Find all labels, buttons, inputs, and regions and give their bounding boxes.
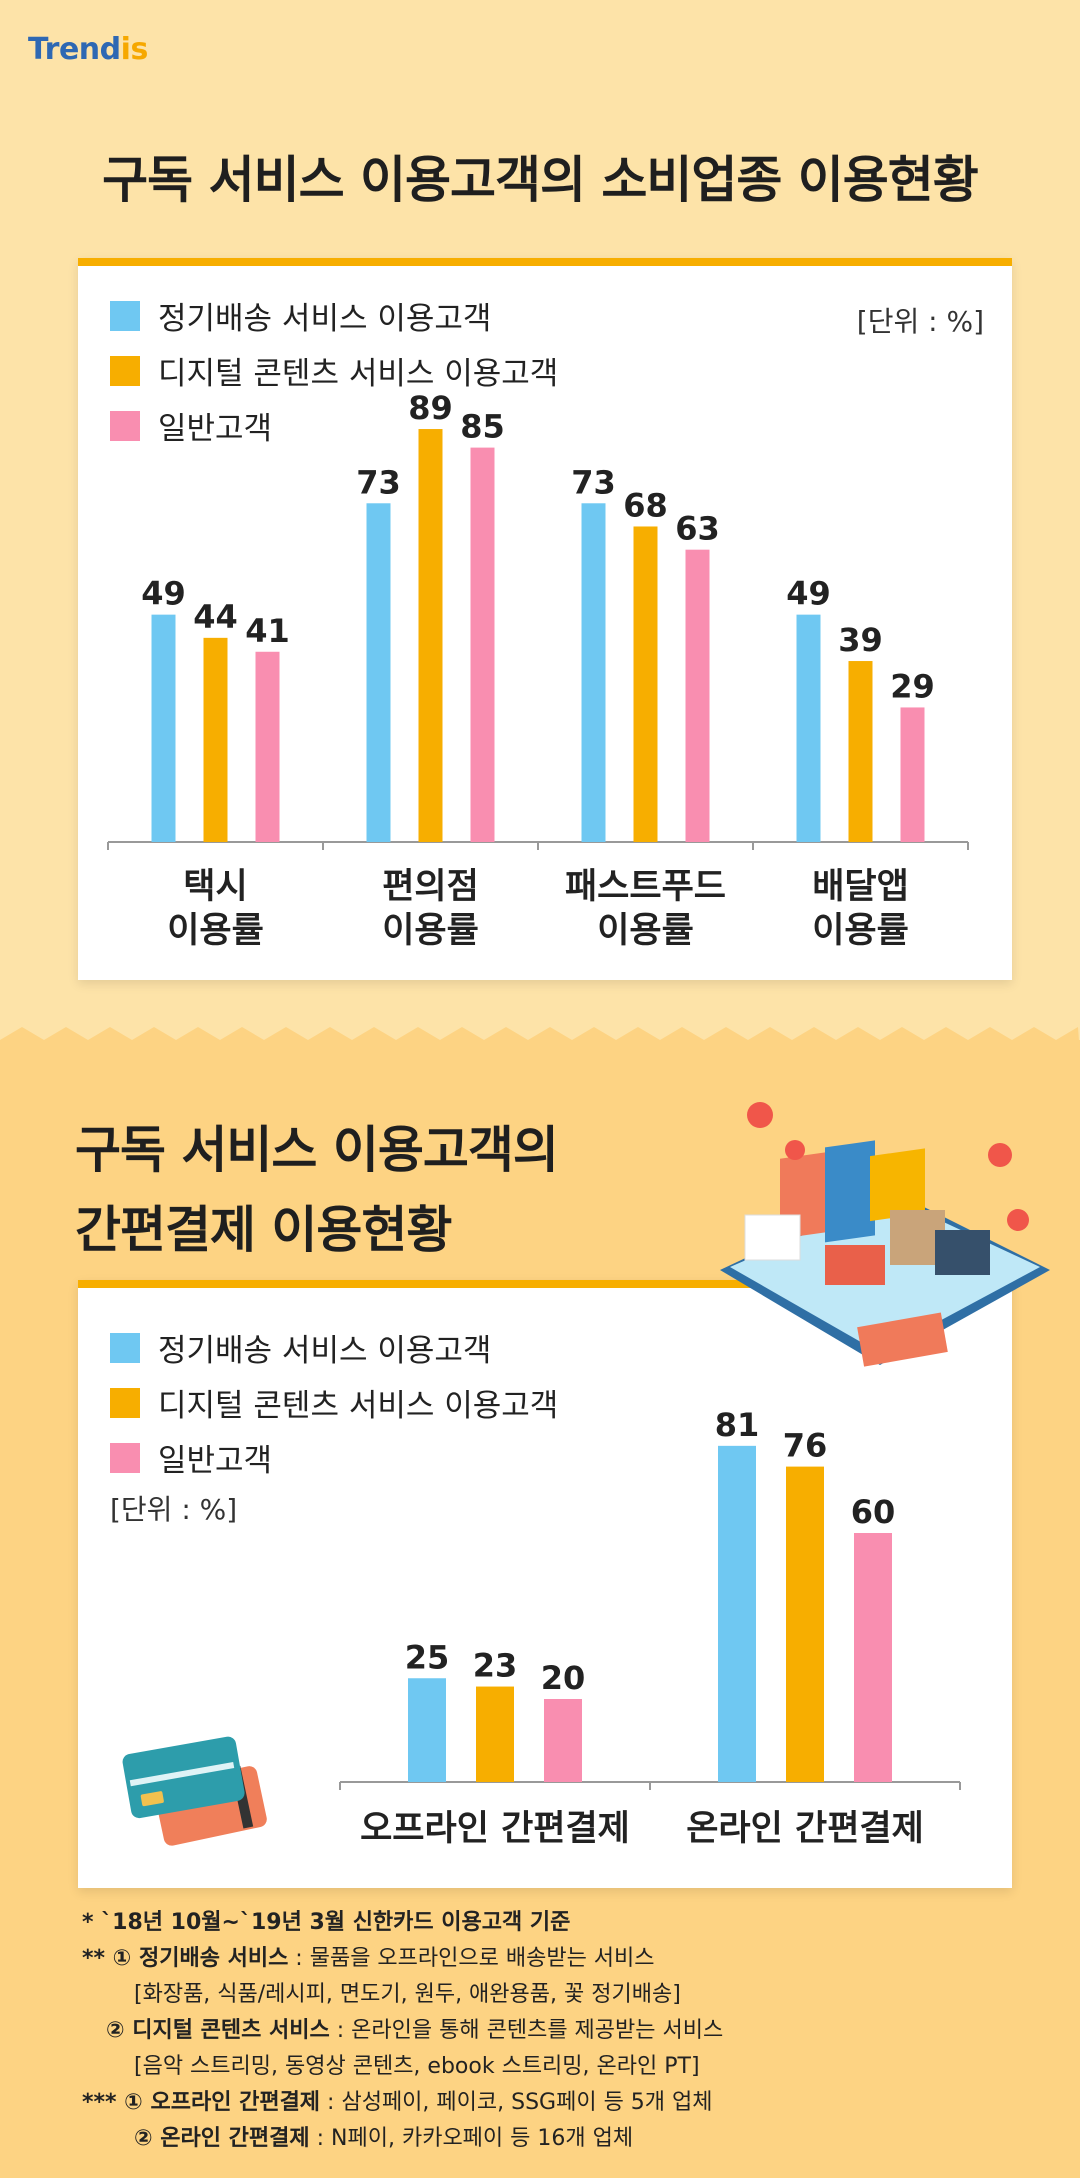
chart1-unit: [단위 : %] (856, 305, 984, 338)
data-label: 41 (245, 612, 290, 650)
bar-0-0 (151, 614, 176, 842)
legend-swatch-blue (110, 300, 140, 331)
legend-swatch-blue (110, 1332, 140, 1363)
chart1-card: 정기배송 서비스 이용고객 디지털 콘텐츠 서비스 이용고객 일반고객 [단위 … (78, 258, 1012, 980)
bar-2-2 (685, 549, 710, 842)
data-label: 76 (783, 1427, 828, 1465)
legend-item-general: 일반고객 (110, 398, 558, 453)
bar-1-3 (848, 661, 873, 842)
bar-0-1 (718, 1445, 756, 1782)
zigzag-divider (0, 1027, 1080, 1055)
legend-swatch-pink (110, 410, 140, 441)
bar-1-2 (633, 526, 658, 842)
chart1-legend: 정기배송 서비스 이용고객 디지털 콘텐츠 서비스 이용고객 일반고객 (110, 288, 558, 453)
chart2-legend: 정기배송 서비스 이용고객 디지털 콘텐츠 서비스 이용고객 일반고객 (110, 1320, 558, 1485)
bar-1-0 (203, 637, 228, 842)
data-label: 73 (356, 463, 401, 501)
chart2-unit: [단위 : %] (110, 1493, 238, 1526)
bar-1-1 (786, 1466, 824, 1782)
category-label: 온라인 간편결제 (686, 1809, 924, 1849)
footnotes: * `18년 10월~`19년 3월 신한카드 이용고객 기준 ** ① 정기배… (82, 1905, 723, 2157)
data-label: 89 (408, 389, 453, 427)
legend-swatch-orange (110, 355, 140, 386)
legend-item-digital: 디지털 콘텐츠 서비스 이용고객 (110, 343, 558, 398)
footnote-3-detail: [음악 스트리밍, 동영상 콘텐츠, ebook 스트리밍, 온라인 PT] (134, 2054, 700, 2079)
bar-0-3 (796, 614, 821, 842)
data-label: 23 (473, 1647, 518, 1685)
footnote-3: ② 디지털 콘텐츠 서비스 : 온라인을 통해 콘텐츠를 제공받는 서비스 (106, 2018, 724, 2043)
bar-1-1 (418, 429, 443, 842)
data-label: 63 (675, 510, 720, 548)
category-label: 배달앱 (812, 867, 909, 907)
data-label: 60 (851, 1493, 896, 1531)
legend-item-digital: 디지털 콘텐츠 서비스 이용고객 (110, 1375, 558, 1430)
bar-0-2 (581, 503, 606, 842)
category-label: 택시 (183, 867, 247, 907)
footnote-2: ** ① 정기배송 서비스 : 물품을 오프라인으로 배송받는 서비스 (82, 1946, 655, 1971)
shopping-phone-illustration (720, 1102, 1050, 1367)
bar-2-3 (900, 707, 925, 842)
data-label: 73 (571, 463, 616, 501)
section2-title-line2: 간편결제 이용현황 (75, 1201, 452, 1259)
bar-0-1 (366, 503, 391, 842)
category-label: 편의점 (382, 867, 479, 907)
footnote-1: * `18년 10월~`19년 3월 신한카드 이용고객 기준 (82, 1910, 571, 1935)
data-label: 25 (405, 1638, 450, 1676)
legend-item-delivery: 정기배송 서비스 이용고객 (110, 288, 558, 343)
footnote-2-detail: [화장품, 식품/레시피, 면도기, 원두, 애완용품, 꽃 정기배송] (134, 1982, 681, 2007)
data-label: 49 (786, 575, 831, 613)
bar-1-0 (476, 1686, 514, 1782)
bar-2-0 (544, 1699, 582, 1782)
category-label: 이용률 (167, 911, 264, 951)
bar-0-0 (408, 1678, 446, 1782)
section2-title: 구독 서비스 이용고객의 간편결제 이용현황 (75, 1110, 559, 1270)
section1-title: 구독 서비스 이용고객의 소비업종 이용현황 (102, 151, 979, 209)
data-label: 29 (890, 667, 935, 705)
legend-swatch-pink (110, 1442, 140, 1473)
data-label: 39 (838, 621, 883, 659)
footnote-5: ② 온라인 간편결제 : N페이, 카카오페이 등 16개 업체 (134, 2126, 634, 2151)
bar-2-0 (255, 651, 280, 842)
bar-2-1 (470, 447, 495, 842)
bar-2-1 (854, 1533, 892, 1782)
data-label: 49 (141, 575, 186, 613)
section2-title-line1: 구독 서비스 이용고객의 (75, 1121, 559, 1179)
data-label: 81 (715, 1406, 760, 1444)
legend-item-general: 일반고객 (110, 1430, 558, 1485)
footnote-4: *** ① 오프라인 간편결제 : 삼성페이, 페이코, SSG페이 등 5개 … (82, 2090, 713, 2115)
credit-card-illustration (122, 1736, 267, 1846)
legend-swatch-orange (110, 1387, 140, 1418)
data-label: 85 (460, 408, 505, 446)
trendis-logo: Trendis (28, 32, 148, 67)
category-label: 이용률 (812, 911, 909, 951)
data-label: 68 (623, 486, 668, 524)
legend-item-delivery: 정기배송 서비스 이용고객 (110, 1320, 558, 1375)
category-label: 패스트푸드 (565, 867, 726, 907)
chart2-svg: 25 23 20 오프라인 간편결제 81 76 60 온라인 간편결제 (339, 1406, 961, 1849)
category-label: 오프라인 간편결제 (360, 1809, 630, 1849)
category-label: 이용률 (382, 911, 479, 951)
data-label: 20 (541, 1659, 586, 1697)
category-label: 이용률 (597, 911, 694, 951)
data-label: 44 (193, 598, 238, 636)
